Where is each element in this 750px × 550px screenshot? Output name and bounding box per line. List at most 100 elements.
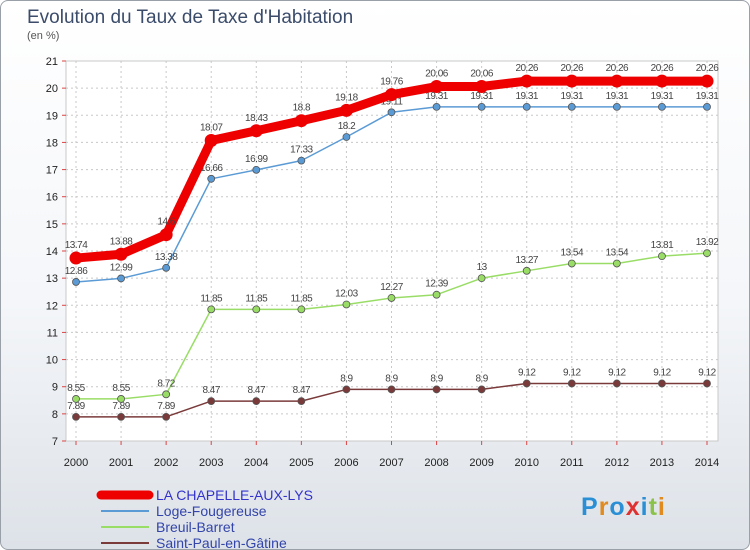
y-tick-label: 9 xyxy=(52,382,58,394)
data-point xyxy=(342,133,351,141)
data-point xyxy=(162,390,171,399)
data-label: 17.33 xyxy=(290,145,313,156)
data-label: 12.99 xyxy=(110,262,133,273)
data-label: 20.26 xyxy=(696,63,719,74)
data-label: 8.9 xyxy=(385,373,398,384)
data-point xyxy=(387,294,396,302)
data-label: 11.85 xyxy=(290,293,313,304)
y-tick-label: 19 xyxy=(46,110,58,122)
data-point xyxy=(117,395,125,403)
y-tick-label: 14 xyxy=(46,246,58,258)
data-label: 7.89 xyxy=(112,401,130,412)
x-tick-label: 2004 xyxy=(244,457,268,469)
data-point xyxy=(297,156,306,165)
x-tick-label: 2013 xyxy=(650,457,674,469)
data-point xyxy=(385,88,398,102)
data-point xyxy=(207,305,216,314)
x-tick-label: 2000 xyxy=(64,457,88,469)
data-label: 11.85 xyxy=(245,293,268,304)
x-tick-label: 2010 xyxy=(514,457,538,469)
legend-label: Loge-Fougereuse xyxy=(156,503,267,519)
x-tick-label: 2002 xyxy=(154,457,178,469)
data-point xyxy=(567,102,576,111)
data-label: 8.9 xyxy=(430,373,443,384)
y-tick-label: 17 xyxy=(46,165,58,177)
data-label: 20.26 xyxy=(606,63,629,74)
data-point xyxy=(117,412,125,421)
data-label: 19.11 xyxy=(381,96,404,107)
data-point xyxy=(475,80,489,94)
data-point xyxy=(703,102,711,111)
data-label: 16.66 xyxy=(200,163,223,174)
data-point xyxy=(655,74,669,88)
data-label: 14.6 xyxy=(157,217,175,228)
data-label: 13.88 xyxy=(110,236,133,247)
data-point xyxy=(162,412,171,421)
data-point xyxy=(249,124,263,138)
data-point xyxy=(117,274,125,283)
proxiti-logo: Proxiti xyxy=(581,493,666,521)
data-label: 20.26 xyxy=(651,63,674,74)
data-point xyxy=(658,102,666,111)
data-point xyxy=(567,379,576,388)
data-point xyxy=(387,385,396,394)
data-label: 19.76 xyxy=(380,77,403,88)
data-label: 9.12 xyxy=(563,367,581,378)
data-label: 20.06 xyxy=(470,69,493,80)
data-point xyxy=(565,74,579,88)
y-tick-label: 16 xyxy=(46,192,58,204)
data-point xyxy=(72,412,80,421)
data-point xyxy=(72,395,80,403)
y-tick-label: 8 xyxy=(52,409,58,421)
data-label: 19.31 xyxy=(425,91,448,102)
data-label: 13 xyxy=(477,262,488,273)
data-point xyxy=(162,263,171,272)
data-label: 13.92 xyxy=(696,237,719,248)
data-label: 12.86 xyxy=(65,266,88,277)
data-point xyxy=(432,385,441,394)
data-label: 18.2 xyxy=(338,121,356,132)
data-point xyxy=(252,397,261,406)
x-tick-label: 2001 xyxy=(109,457,133,469)
data-label: 8.9 xyxy=(340,373,353,384)
data-point xyxy=(297,305,306,314)
data-point xyxy=(610,74,624,88)
data-label: 8.9 xyxy=(475,373,488,384)
legend-label: Saint-Paul-en-Gâtine xyxy=(156,535,287,550)
data-label: 19.18 xyxy=(335,92,358,103)
data-label: 20.06 xyxy=(425,69,448,80)
data-label: 8.55 xyxy=(112,383,130,394)
data-label: 19.31 xyxy=(606,91,629,102)
data-point xyxy=(252,305,261,314)
data-point xyxy=(567,259,576,268)
data-point xyxy=(522,102,531,111)
data-point xyxy=(207,174,216,183)
data-label: 20.26 xyxy=(515,63,538,74)
x-tick-label: 2011 xyxy=(560,457,584,469)
data-point xyxy=(522,266,531,275)
data-label: 12.03 xyxy=(335,288,358,299)
data-label: 18.07 xyxy=(200,123,223,134)
data-point xyxy=(387,108,396,117)
data-label: 8.47 xyxy=(248,385,266,396)
data-point xyxy=(252,165,261,174)
y-tick-label: 11 xyxy=(47,327,58,339)
data-point xyxy=(297,397,306,406)
unit-label: (en %) xyxy=(27,30,60,42)
data-label: 13.74 xyxy=(65,240,88,251)
y-tick-label: 12 xyxy=(46,300,58,312)
data-label: 13.38 xyxy=(155,252,178,263)
data-label: 8.55 xyxy=(67,383,85,394)
data-point xyxy=(430,80,444,94)
data-point xyxy=(522,379,531,388)
x-tick-label: 2014 xyxy=(695,457,719,469)
x-tick-label: 2006 xyxy=(334,457,358,469)
y-tick-label: 7 xyxy=(52,436,58,448)
data-label: 8.47 xyxy=(202,385,220,396)
data-point xyxy=(342,300,351,309)
data-point xyxy=(700,74,714,88)
data-point xyxy=(294,114,308,128)
data-label: 7.89 xyxy=(157,401,175,412)
y-tick-label: 15 xyxy=(46,219,58,231)
